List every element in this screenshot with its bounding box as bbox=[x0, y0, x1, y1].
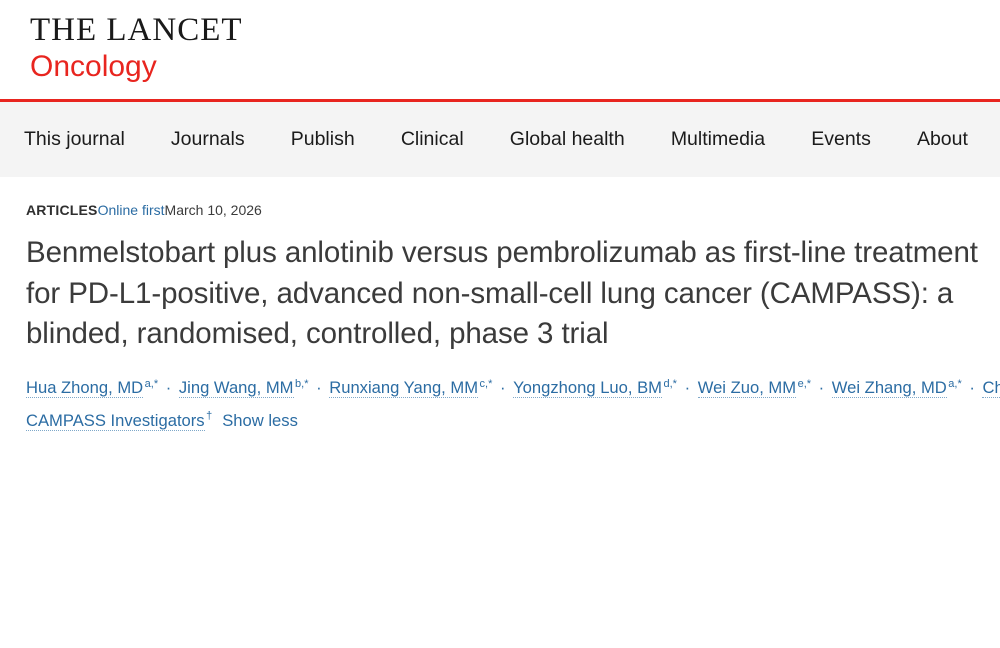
author-entry: Wei Zhang, MD a,* bbox=[831, 377, 962, 399]
online-first-link[interactable]: Online first bbox=[97, 202, 165, 218]
author-separator: · bbox=[814, 378, 829, 398]
main-navigation: This journal Journals Publish Clinical Globa… bbox=[0, 99, 1000, 177]
author-separator: · bbox=[311, 378, 327, 398]
nav-item-publish[interactable]: Publish bbox=[290, 128, 355, 150]
nav-item-this-journal[interactable]: This journal bbox=[24, 128, 125, 150]
author-entry: Hua Zhong, MD a,* bbox=[26, 377, 159, 399]
author-link[interactable]: Hua Zhong, MD bbox=[26, 378, 144, 399]
author-link[interactable]: Runxiang Yang, MM bbox=[329, 378, 479, 399]
author-affiliation-marker: a,* bbox=[144, 377, 159, 390]
author-link[interactable]: Yongzhong Luo, BM bbox=[513, 378, 662, 399]
author-entry: Wei Zuo, MM e,* bbox=[697, 377, 812, 399]
article-header: ARTICLESOnline firstMarch 10, 2026 Benme… bbox=[0, 177, 1000, 435]
brand-oncology[interactable]: Oncology bbox=[30, 49, 157, 83]
article-section-label: ARTICLES bbox=[26, 202, 98, 218]
author-list: Hua Zhong, MD a,* · Jing Wang, MM b,* · Ru… bbox=[26, 374, 1000, 435]
author-separator: · bbox=[679, 378, 695, 398]
author-link[interactable]: Wei Zuo, MM bbox=[697, 378, 797, 399]
author-affiliation-marker: a,* bbox=[948, 377, 962, 390]
page-title: Benmelstobart plus anlotinib versus pemb… bbox=[26, 236, 978, 350]
nav-item-journals[interactable]: Journals bbox=[170, 128, 245, 150]
nav-list: This journal Journals Publish Clinical Globa… bbox=[14, 122, 978, 157]
nav-item-global-health[interactable]: Global health bbox=[509, 128, 625, 150]
author-separator: · bbox=[964, 378, 980, 398]
author-separator: · bbox=[495, 378, 511, 398]
nav-item-multimedia[interactable]: Multimedia bbox=[670, 128, 766, 150]
author-entry: Yongzhong Luo, BM d,* bbox=[513, 377, 677, 399]
article-meta: ARTICLESOnline firstMarch 10, 2026 bbox=[26, 201, 980, 219]
author-separator: · bbox=[161, 378, 176, 398]
author-link[interactable]: Jing Wang, MM bbox=[178, 378, 294, 399]
brand-the-lancet[interactable]: THE LANCET bbox=[30, 12, 243, 48]
nav-item-clinical[interactable]: Clinical bbox=[400, 128, 464, 150]
author-link[interactable]: Wei Zhang, MD bbox=[831, 378, 947, 399]
nav-item-about[interactable]: About bbox=[916, 128, 968, 150]
author-link[interactable]: Chao Xie, MD bbox=[982, 378, 1000, 399]
group-author-link[interactable]: CAMPASS Investigators bbox=[26, 410, 205, 431]
show-less-toggle[interactable]: Show less bbox=[222, 410, 298, 430]
author-affiliation-marker: b,* bbox=[295, 377, 309, 390]
author-affiliation-marker: d,* bbox=[663, 377, 677, 390]
author-affiliation-marker: c,* bbox=[479, 377, 493, 390]
site-masthead: THE LANCET Oncology bbox=[0, 0, 1000, 99]
author-entry: Runxiang Yang, MM c,* bbox=[329, 377, 493, 399]
author-entry: Jing Wang, MM b,* bbox=[178, 377, 309, 399]
author-affiliation-marker: e,* bbox=[797, 377, 812, 390]
publication-date: March 10, 2026 bbox=[164, 202, 262, 218]
group-author-entry: CAMPASS Investigators † bbox=[26, 410, 213, 431]
group-dagger-marker: † bbox=[206, 410, 213, 423]
author-entry: Chao Xie, MDf bbox=[982, 378, 1000, 399]
nav-item-events[interactable]: Events bbox=[811, 128, 871, 150]
